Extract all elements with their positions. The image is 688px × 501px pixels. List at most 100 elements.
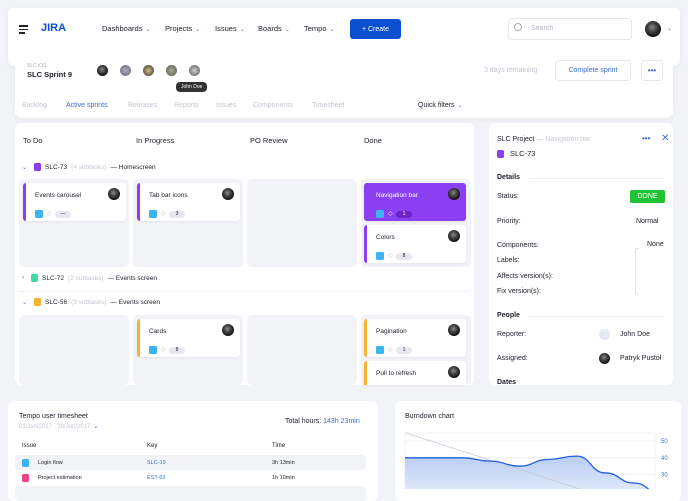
diamond-icon: ◇	[161, 211, 166, 217]
nav-boards[interactable]: Boards ⌄	[258, 24, 290, 33]
actual-line	[405, 455, 650, 489]
table-row[interactable]	[15, 486, 366, 501]
tab-releases[interactable]: Releases	[128, 102, 158, 109]
close-icon[interactable]: ✕	[661, 133, 670, 144]
member-avatar[interactable]	[97, 65, 108, 76]
tab-reports[interactable]: Reports	[174, 102, 199, 109]
subtask-icon	[149, 210, 157, 218]
search-placeholder: Search	[531, 25, 554, 32]
user-avatar[interactable]	[645, 21, 661, 37]
column-todo: To Do	[23, 136, 43, 145]
nav-tempo[interactable]: Tempo ⌄	[304, 24, 335, 33]
task-card[interactable]: Events carousel ◇ —	[23, 183, 126, 221]
task-card[interactable]: Pull to refresh	[364, 361, 466, 385]
subtask-icon	[149, 346, 157, 354]
task-card-selected[interactable]: Navigation bar ◇ 1	[364, 183, 466, 221]
issue-link[interactable]: SLC-19	[147, 460, 166, 466]
subtask-icon	[376, 210, 384, 218]
total-hours: Total hours: 143h 23min	[285, 418, 360, 425]
components-label: Components:	[497, 242, 539, 249]
breadcrumb: — Navigation bar	[536, 136, 591, 143]
timesheet-title: Tempo user timesheet	[19, 413, 88, 420]
story-icon	[34, 163, 42, 171]
complete-sprint-button[interactable]: Complete sprint	[555, 60, 631, 81]
story-icon	[497, 149, 504, 158]
menu-icon[interactable]	[19, 25, 28, 34]
tab-timesheet[interactable]: Timesheet	[312, 102, 345, 109]
table-row[interactable]: Project estimation EST-63 1h 10min	[15, 470, 366, 485]
swimlane-slc-56[interactable]: ⌄ SLC-56 (3 subtasks) — Events screen	[22, 298, 160, 306]
task-card[interactable]: Tab bar icons ◇ 3	[137, 183, 240, 221]
col-key: Key	[147, 443, 158, 449]
status-label: Status:	[497, 193, 519, 200]
diamond-icon: ◇	[388, 347, 393, 353]
issue-key: SLC-73	[510, 149, 536, 158]
task-icon	[22, 474, 29, 482]
assignee-avatar	[448, 324, 460, 336]
top-nav-bar	[8, 8, 680, 66]
issue-link[interactable]: EST-63	[147, 475, 166, 481]
more-options-icon[interactable]: •••	[641, 60, 663, 81]
diamond-icon: ◇	[47, 211, 52, 217]
affects-version-label: Affects version(s):	[497, 273, 553, 280]
tab-issues[interactable]: Issues	[216, 102, 237, 109]
member-avatar[interactable]	[143, 65, 154, 76]
more-options-icon[interactable]: •••	[642, 134, 651, 143]
diamond-icon: ◇	[388, 211, 393, 217]
tab-active-sprints[interactable]: Active sprints	[66, 102, 108, 109]
nav-issues[interactable]: Issues ⌄	[215, 24, 245, 33]
days-remaining: 3 days remaining	[484, 67, 538, 74]
member-avatar[interactable]	[189, 65, 200, 76]
jira-logo[interactable]: JIRA	[41, 22, 67, 34]
assignee-avatar	[448, 188, 460, 200]
reporter-value[interactable]: John Doe	[620, 331, 650, 338]
column-po-review: PO Review	[250, 136, 288, 145]
subtask-icon	[376, 252, 384, 260]
burndown-title: Burndown chart	[405, 413, 455, 420]
assignee-avatar	[222, 324, 234, 336]
project-name: SLC Project	[497, 136, 535, 143]
task-icon	[22, 459, 29, 467]
nav-dashboards[interactable]: Dashboards ⌄	[102, 24, 151, 33]
assigned-value[interactable]: Patryk Pustół	[620, 355, 662, 362]
details-heading: Details	[497, 174, 520, 181]
diamond-icon: ◇	[161, 347, 166, 353]
assignee-avatar	[222, 188, 234, 200]
story-icon	[31, 274, 38, 282]
col-issue: Issue	[22, 443, 37, 449]
assignee-avatar	[108, 188, 120, 200]
tab-components[interactable]: Components	[253, 102, 293, 109]
chevron-down-icon[interactable]: ⌄	[667, 26, 673, 32]
column-done: Done	[364, 136, 382, 145]
y-tick-label: 30	[661, 473, 668, 479]
assignee-avatar	[599, 353, 610, 364]
sprint-name: SLC Sprint 9	[27, 70, 73, 79]
avatar-tooltip: John Doe	[176, 82, 208, 92]
task-card[interactable]: Colors ◇ 8	[364, 225, 466, 263]
actual-area	[405, 456, 649, 489]
bracket	[635, 248, 639, 294]
priority-label: Priority:	[497, 218, 521, 225]
status-badge[interactable]: DONE	[630, 190, 665, 203]
story-icon	[34, 298, 42, 306]
swimlane-slc-73[interactable]: ⌄ SLC-73 (4 subtasks) — Homescreen	[22, 163, 156, 171]
quick-filters-dropdown[interactable]: Quick filters ⌄	[418, 102, 463, 109]
member-avatar[interactable]	[120, 65, 131, 76]
priority-value[interactable]: ○ Normal	[631, 218, 659, 225]
reporter-label: Reporter:	[497, 331, 527, 338]
swimlane-slc-72[interactable]: › SLC-72 (2 subtasks) — Events screen	[22, 274, 157, 282]
subtask-icon	[376, 346, 384, 354]
unknown-avatar-icon: ?	[599, 329, 610, 340]
nav-projects[interactable]: Projects ⌄	[165, 24, 201, 33]
tab-backlog[interactable]: Backlog	[22, 102, 47, 109]
member-avatar[interactable]	[166, 65, 177, 76]
table-row[interactable]: Login flow SLC-19 3h 13min	[15, 455, 366, 470]
assignee-avatar	[448, 230, 460, 242]
lane	[247, 315, 357, 385]
search-input[interactable]: Search	[508, 18, 632, 40]
task-card[interactable]: Pagination ◇ 1	[364, 319, 466, 357]
date-range-dropdown[interactable]: 01/Jun/2017 - 30/Jun/2017 ⌄	[19, 424, 99, 430]
create-button[interactable]: + Create	[350, 19, 401, 39]
labels-label: Labels:	[497, 257, 520, 264]
task-card[interactable]: Cards ◇ 8	[137, 319, 240, 357]
